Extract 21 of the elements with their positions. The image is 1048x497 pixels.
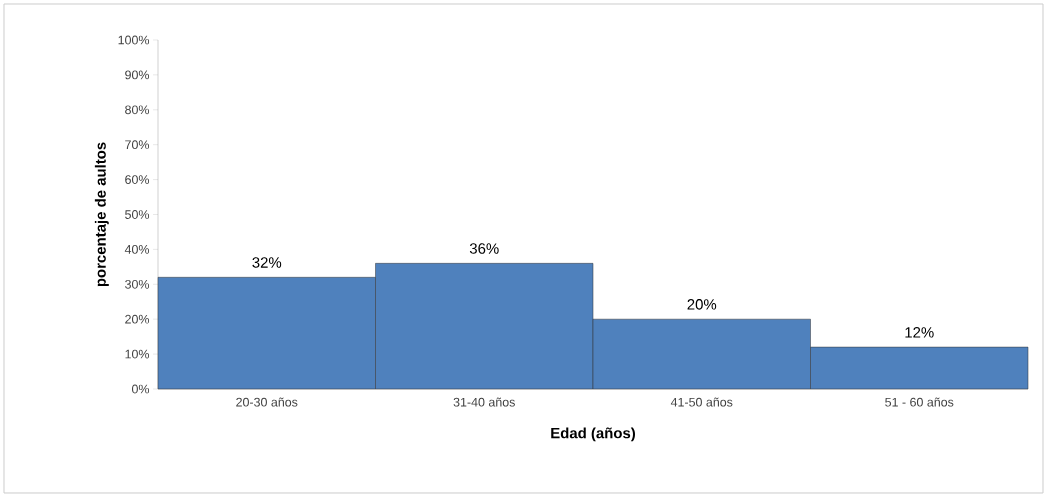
x-axis-title: Edad (años) xyxy=(551,427,636,442)
data-label: 36% xyxy=(469,243,499,254)
y-tick-label: 90% xyxy=(125,70,150,80)
x-tick-label: 51 - 60 años xyxy=(885,397,954,407)
y-tick-label: 10% xyxy=(125,349,150,359)
y-tick-label: 20% xyxy=(125,314,150,324)
y-tick-label: 30% xyxy=(125,279,150,289)
y-tick-label: 80% xyxy=(125,105,150,115)
y-axis-title: porcentaje de aultos xyxy=(94,142,109,287)
data-label: 32% xyxy=(252,257,282,268)
x-tick-label: 31-40 años xyxy=(453,397,515,407)
y-tick-label: 40% xyxy=(124,244,150,254)
data-label: 20% xyxy=(687,299,717,310)
y-tick-label: 60% xyxy=(125,175,150,184)
y-tick-label: 0% xyxy=(131,384,150,394)
x-tick-label: 20-30 años xyxy=(236,397,298,407)
y-tick-label: 50% xyxy=(125,210,150,219)
y-tick-label: 100% xyxy=(118,35,150,45)
y-tick-label: 70% xyxy=(125,140,150,150)
data-label: 12% xyxy=(905,327,934,338)
x-tick-label: 41-50 años xyxy=(670,397,733,407)
